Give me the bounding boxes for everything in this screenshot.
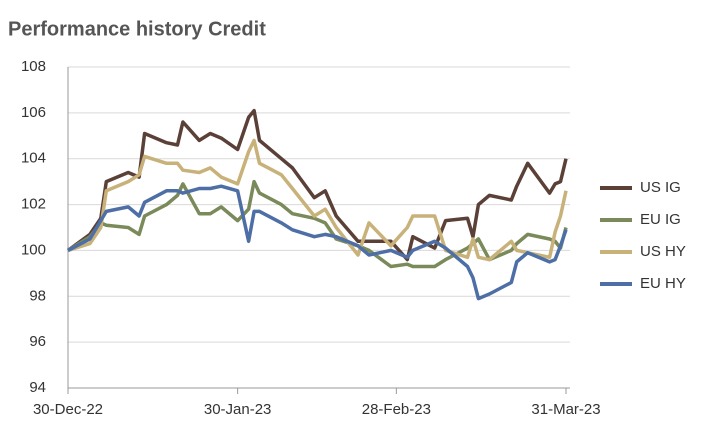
x-tick-label: 30-Dec-22 <box>33 401 103 418</box>
y-tick-label: 106 <box>21 104 46 121</box>
legend-label: US HY <box>640 243 686 260</box>
y-tick-label: 96 <box>29 333 46 350</box>
y-tick-label: 98 <box>29 287 46 304</box>
y-tick-label: 104 <box>21 150 46 167</box>
series-line <box>66 108 568 262</box>
legend-label: EU IG <box>640 211 681 228</box>
legend-label: EU HY <box>640 275 686 292</box>
x-tick-label: 30-Jan-23 <box>204 401 272 418</box>
y-tick-label: 102 <box>21 196 46 213</box>
series-line <box>67 138 568 262</box>
y-tick-label: 94 <box>29 379 46 396</box>
legend-label: US IG <box>640 179 681 196</box>
y-tick-label: 108 <box>21 58 46 75</box>
chart-title: Performance history Credit <box>8 18 266 40</box>
y-tick-label: 100 <box>21 241 46 258</box>
x-tick-label: 28-Feb-23 <box>362 401 431 418</box>
series-line <box>67 179 568 269</box>
series-line <box>67 184 568 301</box>
x-tick-label: 31-Mar-23 <box>531 401 600 418</box>
